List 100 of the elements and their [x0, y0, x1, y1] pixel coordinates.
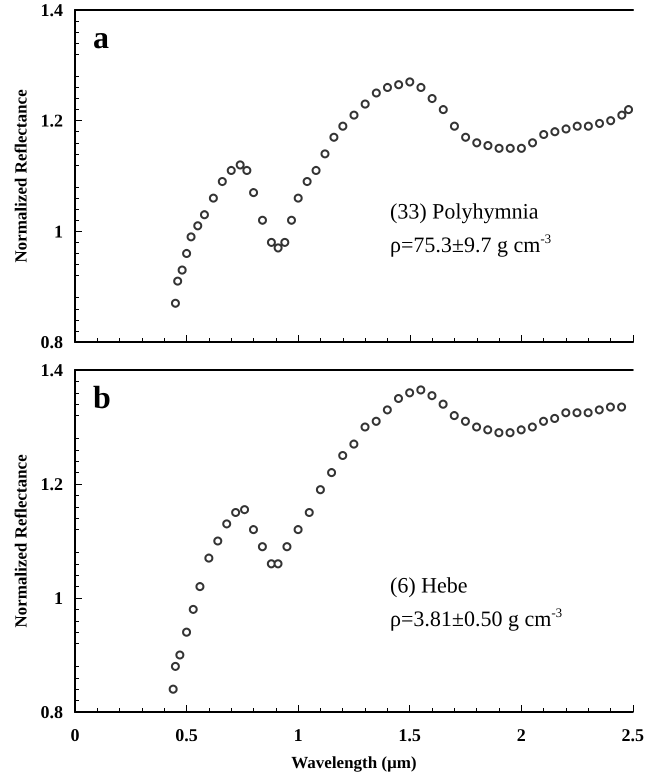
point	[372, 416, 381, 426]
point	[316, 485, 325, 494]
point	[204, 554, 214, 563]
point	[360, 100, 370, 109]
point	[182, 628, 192, 637]
point	[428, 94, 437, 104]
point	[394, 80, 404, 90]
point	[349, 440, 358, 449]
point	[584, 408, 593, 418]
point	[193, 221, 202, 230]
x-tick-label: 2	[516, 725, 526, 745]
point	[294, 525, 303, 534]
point	[372, 88, 381, 98]
chart-title: a	[93, 19, 109, 55]
point	[213, 536, 222, 546]
point	[188, 604, 198, 614]
chart-title: b	[93, 379, 111, 415]
point	[170, 662, 180, 671]
point	[562, 124, 571, 134]
point	[539, 416, 548, 426]
point	[461, 132, 470, 142]
point	[539, 130, 548, 139]
point	[416, 82, 426, 92]
point	[248, 525, 258, 534]
point	[240, 505, 250, 514]
point	[186, 232, 196, 242]
point	[200, 210, 209, 220]
point	[329, 132, 338, 142]
point	[274, 559, 283, 568]
point	[280, 238, 290, 247]
point	[550, 414, 560, 423]
point	[382, 405, 392, 414]
point	[516, 144, 526, 153]
point	[242, 166, 252, 175]
point	[287, 216, 296, 225]
point	[258, 542, 267, 552]
point	[382, 82, 392, 92]
point	[427, 391, 436, 400]
y-tick-label: 1.4	[40, 360, 63, 380]
point	[266, 238, 276, 247]
point	[438, 400, 448, 409]
point	[405, 388, 414, 398]
y-tick-label: 1.2	[40, 110, 63, 131]
x-tick-label: 0.5	[175, 725, 198, 745]
point	[231, 508, 240, 517]
x-tick-label: 1.5	[398, 725, 421, 745]
y-tick-label: 0.8	[40, 702, 63, 722]
point	[472, 138, 482, 148]
point	[450, 122, 459, 131]
x-tick-label: 1	[294, 725, 303, 745]
point	[506, 428, 515, 438]
y-axis-title: Normalized Reflectance	[12, 454, 31, 628]
y-axis-title: Normalized Reflectance	[12, 88, 31, 263]
point	[394, 394, 403, 403]
point	[483, 425, 492, 434]
point	[624, 105, 634, 114]
point	[606, 116, 616, 126]
point	[175, 650, 184, 660]
point	[572, 408, 582, 418]
y-tick-label: 1	[54, 221, 63, 242]
point	[506, 144, 515, 153]
y-tick-label: 0.8	[40, 332, 63, 352]
point	[516, 425, 526, 434]
point	[584, 122, 593, 131]
point	[617, 110, 626, 120]
point	[218, 177, 227, 186]
point	[595, 118, 604, 128]
point	[617, 402, 626, 412]
point	[208, 194, 218, 203]
point	[350, 110, 358, 120]
x-axis-title: Wavelength (μm)	[291, 753, 417, 772]
point	[572, 122, 582, 131]
point	[282, 542, 292, 552]
y-tick-label: 1	[54, 588, 63, 608]
point	[528, 138, 538, 148]
point	[236, 160, 245, 170]
point	[168, 684, 178, 694]
point	[327, 468, 336, 478]
y-tick-label: 1.2	[40, 474, 63, 494]
point	[483, 141, 492, 150]
point	[405, 77, 414, 86]
point	[294, 194, 303, 203]
annotation: (33) Polyhymnia	[390, 198, 539, 224]
point	[338, 122, 348, 131]
point	[528, 422, 537, 432]
point	[494, 428, 504, 438]
point	[360, 422, 370, 432]
point	[416, 385, 426, 394]
point	[320, 149, 330, 158]
point	[226, 166, 236, 175]
point	[472, 422, 482, 432]
point	[173, 276, 182, 286]
annotation: (6) Hebe	[390, 572, 468, 598]
x-tick-label: 0	[70, 725, 80, 745]
point	[606, 402, 615, 412]
point	[460, 416, 470, 426]
point	[258, 216, 267, 225]
point	[170, 298, 180, 308]
point	[195, 582, 204, 592]
point	[594, 405, 604, 414]
